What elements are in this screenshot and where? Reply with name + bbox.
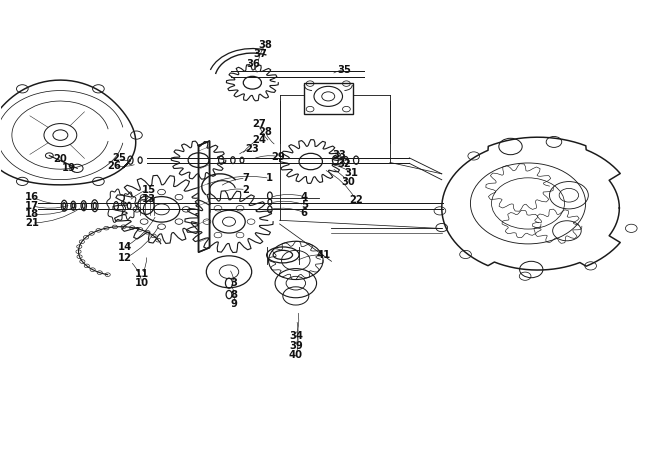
Text: 19: 19 <box>62 163 76 173</box>
Text: 14: 14 <box>118 242 133 252</box>
Text: 36: 36 <box>247 58 261 69</box>
Text: 25: 25 <box>112 153 125 163</box>
Text: 5: 5 <box>301 200 307 210</box>
Text: 38: 38 <box>259 40 272 50</box>
Bar <box>304 83 353 114</box>
Text: 4: 4 <box>301 191 308 202</box>
Text: 27: 27 <box>252 119 266 129</box>
Text: 37: 37 <box>254 49 267 59</box>
Text: 9: 9 <box>231 299 238 308</box>
Text: 26: 26 <box>107 160 121 170</box>
Text: 13: 13 <box>142 194 155 204</box>
Text: 1: 1 <box>266 173 274 183</box>
Text: 15: 15 <box>142 185 155 195</box>
Text: 34: 34 <box>289 330 303 340</box>
Text: 22: 22 <box>349 195 363 205</box>
Text: 35: 35 <box>337 65 352 75</box>
Text: 17: 17 <box>25 201 39 211</box>
Text: 18: 18 <box>25 209 39 219</box>
Text: 21: 21 <box>25 218 39 228</box>
Text: 11: 11 <box>135 269 150 279</box>
Polygon shape <box>198 141 209 252</box>
Text: 16: 16 <box>25 191 39 202</box>
Text: 33: 33 <box>332 150 346 159</box>
Text: 6: 6 <box>301 207 307 218</box>
Text: 29: 29 <box>272 152 285 161</box>
Text: 28: 28 <box>259 127 272 137</box>
Text: 10: 10 <box>135 278 149 288</box>
Text: 3: 3 <box>231 278 238 288</box>
Text: 31: 31 <box>344 168 358 178</box>
Text: 39: 39 <box>289 341 303 351</box>
Text: 32: 32 <box>337 159 352 169</box>
Text: 30: 30 <box>341 177 355 187</box>
Text: 23: 23 <box>246 144 259 154</box>
Text: 40: 40 <box>289 350 303 360</box>
Text: 7: 7 <box>242 173 250 183</box>
Text: 41: 41 <box>317 250 331 260</box>
Text: 8: 8 <box>231 290 238 300</box>
Text: 24: 24 <box>252 135 266 145</box>
Polygon shape <box>442 137 620 270</box>
Text: 12: 12 <box>118 253 132 263</box>
Text: 20: 20 <box>53 154 67 164</box>
Text: 2: 2 <box>242 185 250 195</box>
